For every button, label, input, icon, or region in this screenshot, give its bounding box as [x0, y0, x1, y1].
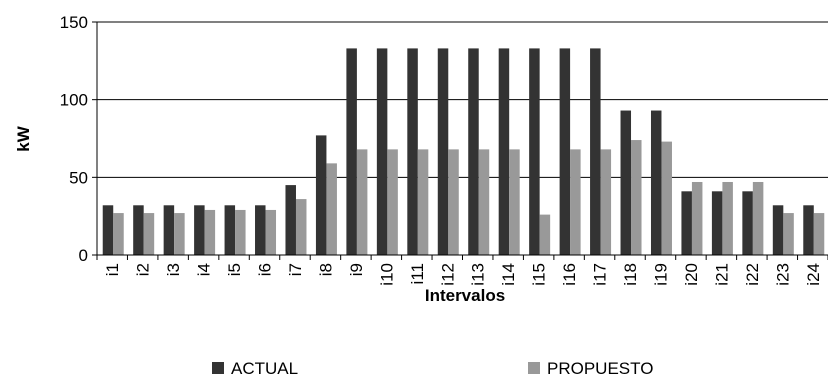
x-tick-label: i6: [256, 263, 275, 276]
bar-propuesto-i1: [113, 213, 124, 255]
x-tick-label: i9: [347, 263, 366, 276]
x-tick-labels: i1 i2 i3 i4 i5 i6 i7 i8 i9 i10 i11 i12 i13 i14 i15 i16 i…: [103, 263, 823, 286]
y-axis-title: kW: [14, 125, 33, 151]
legend-label-actual: ACTUAL: [231, 359, 298, 378]
x-tick-label: i13: [469, 263, 488, 286]
bar-propuesto-i21: [722, 181, 733, 255]
x-tick-label: i17: [591, 263, 610, 286]
bar-propuesto-i19: [661, 141, 672, 255]
bar-propuesto-i16: [570, 149, 581, 255]
y-tick-labels: 0 50 100 150: [60, 13, 88, 265]
y-tick-label: 100: [60, 91, 88, 110]
bar-propuesto-i8: [326, 163, 337, 255]
x-tick-label: i15: [530, 263, 549, 286]
legend-swatch-actual: [212, 362, 224, 374]
bar-actual-i22: [742, 191, 753, 255]
x-tick-label: i2: [134, 263, 153, 276]
bar-actual-i6: [255, 205, 266, 255]
x-tick-label: i23: [773, 263, 792, 286]
bar-actual-i9: [346, 48, 357, 256]
bar-propuesto-i2: [143, 213, 155, 255]
x-tick-label: i12: [438, 263, 457, 286]
bar-actual-i16: [559, 48, 571, 256]
bar-propuesto-i6: [265, 209, 277, 255]
x-tick-label: i16: [560, 263, 579, 286]
bar-actual-i21: [711, 191, 723, 255]
bar-propuesto-i3: [174, 213, 185, 255]
bar-actual-i24: [803, 205, 814, 255]
x-tick-label: i8: [316, 263, 335, 276]
y-tick-label: 150: [60, 13, 88, 32]
x-tick-label: i1: [103, 263, 122, 276]
x-axis-title: Intervalos: [425, 286, 505, 305]
x-tick-label: i18: [621, 263, 640, 286]
bar-propuesto-i9: [356, 149, 368, 255]
bar-actual-i7: [285, 185, 296, 255]
bar-actual-i17: [590, 48, 601, 256]
bar-propuesto-i5: [235, 209, 246, 255]
bar-propuesto-i10: [387, 149, 398, 255]
bar-actual-i12: [437, 48, 449, 256]
x-tick-label: i22: [743, 263, 762, 286]
bar-propuesto-i24: [813, 213, 825, 255]
x-tick-label: i14: [499, 263, 518, 286]
axes: [92, 21, 828, 260]
legend-label-propuesto: PROPUESTO: [547, 359, 653, 378]
bar-actual-i15: [529, 48, 540, 256]
x-tick-label: i11: [408, 263, 427, 284]
bar-propuesto-i4: [204, 209, 216, 255]
legend: ACTUAL PROPUESTO: [212, 359, 653, 378]
x-tick-label: i21: [712, 263, 731, 286]
bar-actual-i5: [224, 205, 236, 255]
bar-actual-i14: [498, 48, 510, 256]
legend-swatch-propuesto: [528, 362, 540, 374]
bar-propuesto-i11: [417, 149, 429, 255]
bar-propuesto-i22: [752, 181, 764, 255]
bar-actual-i13: [468, 48, 479, 256]
bar-actual-i8: [315, 135, 327, 255]
bar-actual-i2: [133, 205, 144, 255]
bar-actual-i3: [163, 205, 175, 255]
x-tick-label: i10: [377, 263, 396, 286]
y-tick-label: 0: [79, 246, 88, 265]
bar-actual-i4: [194, 205, 205, 255]
bar-actual-i20: [681, 191, 692, 255]
bar-propuesto-i20: [691, 181, 703, 255]
bar-propuesto-i23: [783, 213, 794, 255]
bar-actual-i10: [376, 48, 388, 256]
bar-actual-i18: [620, 110, 632, 255]
x-tick-label: i19: [651, 263, 670, 286]
x-tick-label: i3: [164, 263, 183, 276]
bar-propuesto-i12: [448, 149, 459, 255]
bar-propuesto-i13: [478, 149, 490, 255]
x-tick-label: i20: [682, 263, 701, 286]
bar-actual-i23: [772, 205, 784, 255]
bar-propuesto-i18: [631, 140, 642, 255]
gridlines: [97, 21, 828, 178]
bar-propuesto-i17: [600, 149, 612, 255]
bar-actual-i11: [407, 48, 418, 256]
bar-propuesto-i14: [509, 149, 520, 255]
bar-propuesto-i7: [295, 199, 307, 255]
x-tick-label: i24: [804, 263, 823, 286]
bar-actual-i1: [102, 205, 114, 255]
x-tick-label: i5: [225, 263, 244, 276]
x-tick-label: i4: [195, 263, 214, 276]
x-tick-label: i7: [286, 263, 305, 276]
bar-actual-i19: [650, 110, 662, 255]
bars: [102, 48, 825, 256]
bar-propuesto-i15: [539, 214, 551, 255]
y-tick-label: 50: [69, 168, 88, 187]
